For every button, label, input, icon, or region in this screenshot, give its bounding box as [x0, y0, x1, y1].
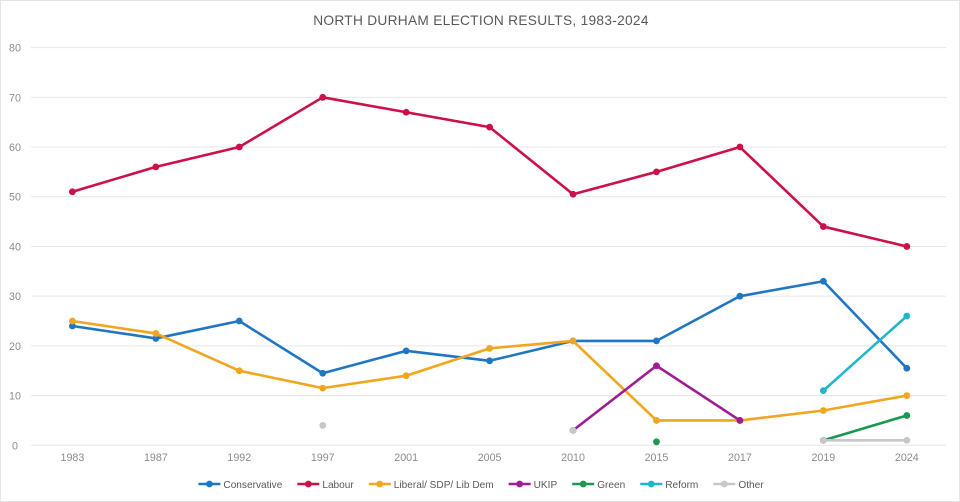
svg-text:2005: 2005	[478, 452, 502, 464]
svg-text:UKIP: UKIP	[534, 480, 558, 491]
svg-text:10: 10	[9, 391, 21, 403]
svg-text:2001: 2001	[394, 452, 418, 464]
svg-text:Conservative: Conservative	[223, 480, 282, 491]
svg-text:2010: 2010	[561, 452, 585, 464]
svg-text:1983: 1983	[61, 452, 85, 464]
svg-text:60: 60	[9, 142, 21, 154]
svg-text:20: 20	[9, 341, 21, 353]
svg-text:Other: Other	[738, 480, 764, 491]
svg-text:1997: 1997	[311, 452, 335, 464]
svg-text:30: 30	[9, 291, 21, 303]
svg-text:Labour: Labour	[322, 480, 354, 491]
svg-text:0: 0	[12, 440, 18, 452]
svg-text:40: 40	[9, 241, 21, 253]
svg-text:2024: 2024	[895, 452, 919, 464]
svg-text:1992: 1992	[227, 452, 251, 464]
svg-text:NORTH DURHAM ELECTION RESULTS,: NORTH DURHAM ELECTION RESULTS, 1983-2024	[313, 13, 649, 28]
svg-text:2015: 2015	[645, 452, 669, 464]
svg-text:50: 50	[9, 192, 21, 204]
svg-text:80: 80	[9, 43, 21, 55]
svg-text:2019: 2019	[811, 452, 835, 464]
svg-text:Liberal/ SDP/ Lib Dem: Liberal/ SDP/ Lib Dem	[394, 480, 494, 491]
svg-text:1987: 1987	[144, 452, 168, 464]
svg-text:70: 70	[9, 92, 21, 104]
svg-text:2017: 2017	[728, 452, 752, 464]
svg-text:Reform: Reform	[665, 480, 698, 491]
svg-text:Green: Green	[597, 480, 625, 491]
